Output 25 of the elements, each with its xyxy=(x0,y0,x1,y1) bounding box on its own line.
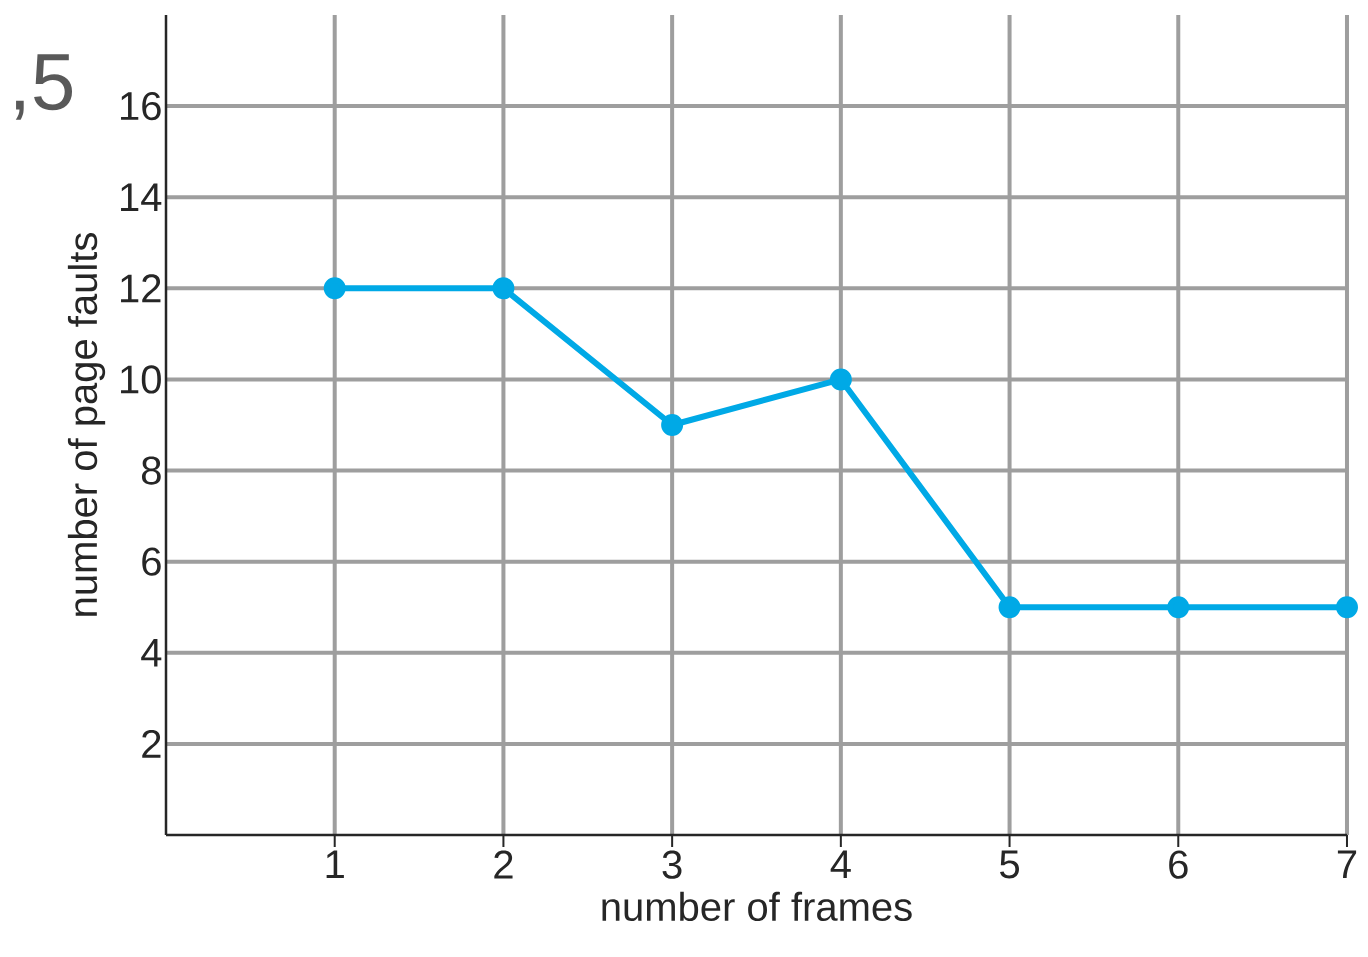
y-tick-label: 8 xyxy=(141,456,161,485)
point xyxy=(323,277,346,300)
y-tick-label: 12 xyxy=(121,274,161,303)
y-tick-label: 6 xyxy=(142,547,161,576)
y-tick-label: 4 xyxy=(141,639,162,667)
point xyxy=(998,596,1021,619)
x-tick-label: 6 xyxy=(1169,850,1188,879)
x-tick-label: 4 xyxy=(830,850,851,879)
point xyxy=(1335,596,1358,619)
y-tick-label: 2 xyxy=(142,729,161,758)
x-tick-label: 7 xyxy=(1337,850,1357,879)
point xyxy=(1167,596,1190,619)
x-axis-title: number of frames xyxy=(602,891,912,922)
x-tick-label: 3 xyxy=(662,850,682,879)
y-tick-label: 16 xyxy=(121,91,161,121)
y-axis-title: number of page faults xyxy=(67,233,106,616)
x-tick-label: 2 xyxy=(494,850,513,879)
x-tick-label: 1 xyxy=(326,850,344,879)
point xyxy=(492,277,515,300)
point xyxy=(661,414,684,436)
y-tick-label: 14 xyxy=(121,183,162,211)
y-tick-label: 10 xyxy=(121,365,161,394)
point xyxy=(829,368,852,391)
x-tick-label: 5 xyxy=(1000,850,1019,879)
text: ,5 xyxy=(15,54,73,120)
